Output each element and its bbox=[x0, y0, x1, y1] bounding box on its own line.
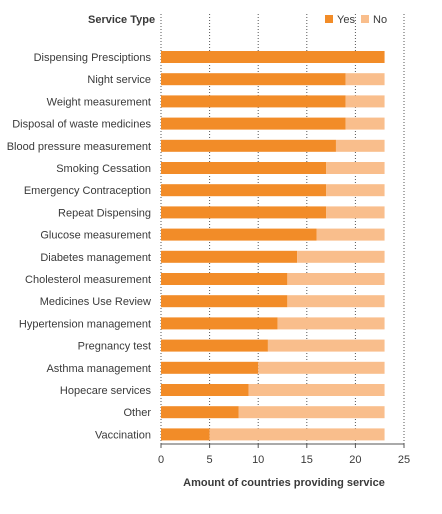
category-label: Weight measurement bbox=[47, 96, 151, 108]
category-label: Smoking Cessation bbox=[56, 163, 151, 175]
x-tick-label: 20 bbox=[349, 454, 361, 466]
bar-yes-6 bbox=[161, 184, 327, 197]
legend-label-yes: Yes bbox=[337, 14, 355, 26]
bar-yes-1 bbox=[161, 73, 346, 86]
bar-no-5 bbox=[326, 162, 385, 174]
category-header: Service Type bbox=[88, 14, 155, 26]
bar-yes-7 bbox=[161, 206, 327, 219]
x-tick-label: 10 bbox=[252, 454, 264, 466]
legend-label-no: No bbox=[373, 14, 387, 26]
bar-no-14 bbox=[258, 361, 385, 374]
bar-yes-2 bbox=[161, 95, 346, 108]
x-axis-label: Amount of countries providing service bbox=[183, 477, 385, 489]
legend: Yes No bbox=[325, 14, 387, 26]
bar-no-16 bbox=[238, 406, 385, 419]
x-tick-label: 25 bbox=[398, 454, 410, 466]
bar-no-13 bbox=[267, 339, 385, 352]
category-labels: Dispensing Presciptions Night service Weig… bbox=[7, 52, 152, 441]
category-label: Repeat Dispensing bbox=[58, 207, 151, 219]
bar-no-3 bbox=[345, 117, 385, 130]
category-label: Emergency Contraception bbox=[24, 185, 151, 197]
category-label: Hopecare services bbox=[60, 385, 152, 397]
legend-swatch-no bbox=[361, 15, 369, 23]
bar-yes-15 bbox=[161, 384, 249, 396]
category-label: Asthma management bbox=[46, 363, 151, 375]
bar-no-8 bbox=[316, 228, 385, 241]
bar-yes-16 bbox=[161, 406, 239, 419]
bar-no-4 bbox=[335, 139, 385, 152]
bar-yes-4 bbox=[161, 139, 336, 152]
bar-yes-12 bbox=[161, 317, 278, 330]
category-label: Night service bbox=[87, 74, 151, 86]
bar-yes-10 bbox=[161, 273, 288, 285]
bar-no-11 bbox=[287, 295, 385, 308]
bar-no-12 bbox=[277, 317, 385, 330]
bar-yes-3 bbox=[161, 117, 346, 130]
bar-no-1 bbox=[345, 73, 385, 86]
x-tick-label: 0 bbox=[158, 454, 164, 466]
bar-no-2 bbox=[345, 95, 385, 108]
category-label: Vaccination bbox=[95, 429, 151, 441]
bar-no-9 bbox=[297, 250, 385, 263]
bar-yes-0 bbox=[161, 51, 385, 63]
bar-yes-17 bbox=[161, 428, 210, 441]
bar-yes-13 bbox=[161, 339, 268, 352]
bar-yes-11 bbox=[161, 295, 288, 308]
x-axis-ticks: 0 5 10 15 20 25 bbox=[158, 444, 410, 466]
category-label: Blood pressure measurement bbox=[7, 141, 151, 153]
category-label: Pregnancy test bbox=[78, 341, 151, 353]
category-label: Diabetes management bbox=[40, 252, 151, 264]
legend-swatch-yes bbox=[325, 15, 333, 23]
x-tick-label: 15 bbox=[301, 454, 313, 466]
x-tick-label: 5 bbox=[207, 454, 213, 466]
category-label: Glucose measurement bbox=[40, 230, 151, 242]
bar-no-7 bbox=[326, 206, 385, 219]
category-label: Medicines Use Review bbox=[40, 296, 151, 308]
category-label: Dispensing Presciptions bbox=[34, 52, 152, 64]
category-label: Disposal of waste medicines bbox=[12, 119, 151, 131]
bar-yes-8 bbox=[161, 228, 317, 241]
bar-yes-14 bbox=[161, 361, 259, 374]
bar-no-17 bbox=[209, 428, 385, 441]
bar-no-15 bbox=[248, 384, 385, 396]
bar-no-6 bbox=[326, 184, 385, 197]
bar-no-10 bbox=[287, 273, 385, 285]
category-label: Other bbox=[123, 407, 151, 419]
category-label: Cholesterol measurement bbox=[25, 274, 151, 286]
bars bbox=[161, 51, 385, 441]
category-label: Hypertension management bbox=[19, 318, 151, 330]
bar-yes-9 bbox=[161, 250, 298, 263]
bar-yes-5 bbox=[161, 162, 327, 174]
